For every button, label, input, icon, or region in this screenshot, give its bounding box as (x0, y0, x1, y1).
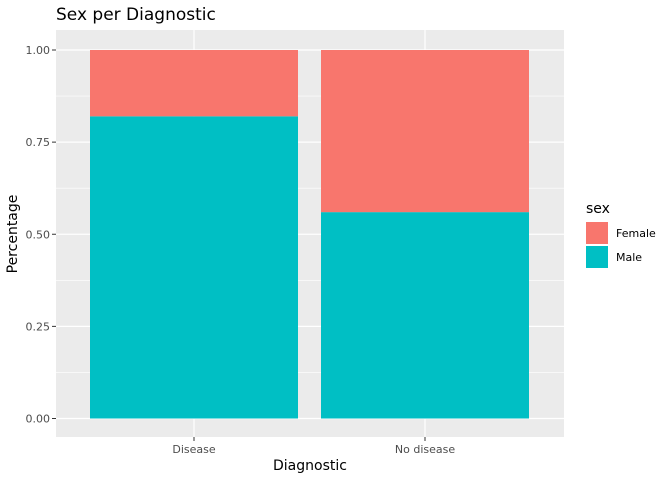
legend-label-female: Female (616, 227, 656, 240)
legend-title: sex (586, 201, 610, 217)
x-axis: Disease No disease (172, 437, 455, 456)
y-axis: 0.00 0.25 0.50 0.75 1.00 (26, 44, 56, 426)
legend-key-female (586, 222, 608, 244)
x-axis-title: Diagnostic (273, 458, 347, 474)
bar-female (90, 50, 298, 117)
y-axis-title: Percentage (5, 195, 21, 274)
bar-female (321, 50, 529, 213)
y-tick-label: 0.00 (26, 413, 51, 426)
legend: sex Female Male (586, 201, 656, 268)
y-tick-label: 0.50 (26, 228, 51, 241)
bar-male (90, 116, 298, 419)
x-tick-label: Disease (172, 443, 215, 456)
legend-label-male: Male (616, 251, 642, 264)
legend-key-male (586, 246, 608, 268)
bars (90, 50, 529, 419)
y-tick-label: 0.25 (26, 320, 51, 333)
bar-male (321, 212, 529, 419)
y-tick-label: 1.00 (26, 44, 51, 57)
y-tick-label: 0.75 (26, 136, 51, 149)
chart-title: Sex per Diagnostic (56, 5, 216, 25)
x-tick-label: No disease (395, 443, 455, 456)
